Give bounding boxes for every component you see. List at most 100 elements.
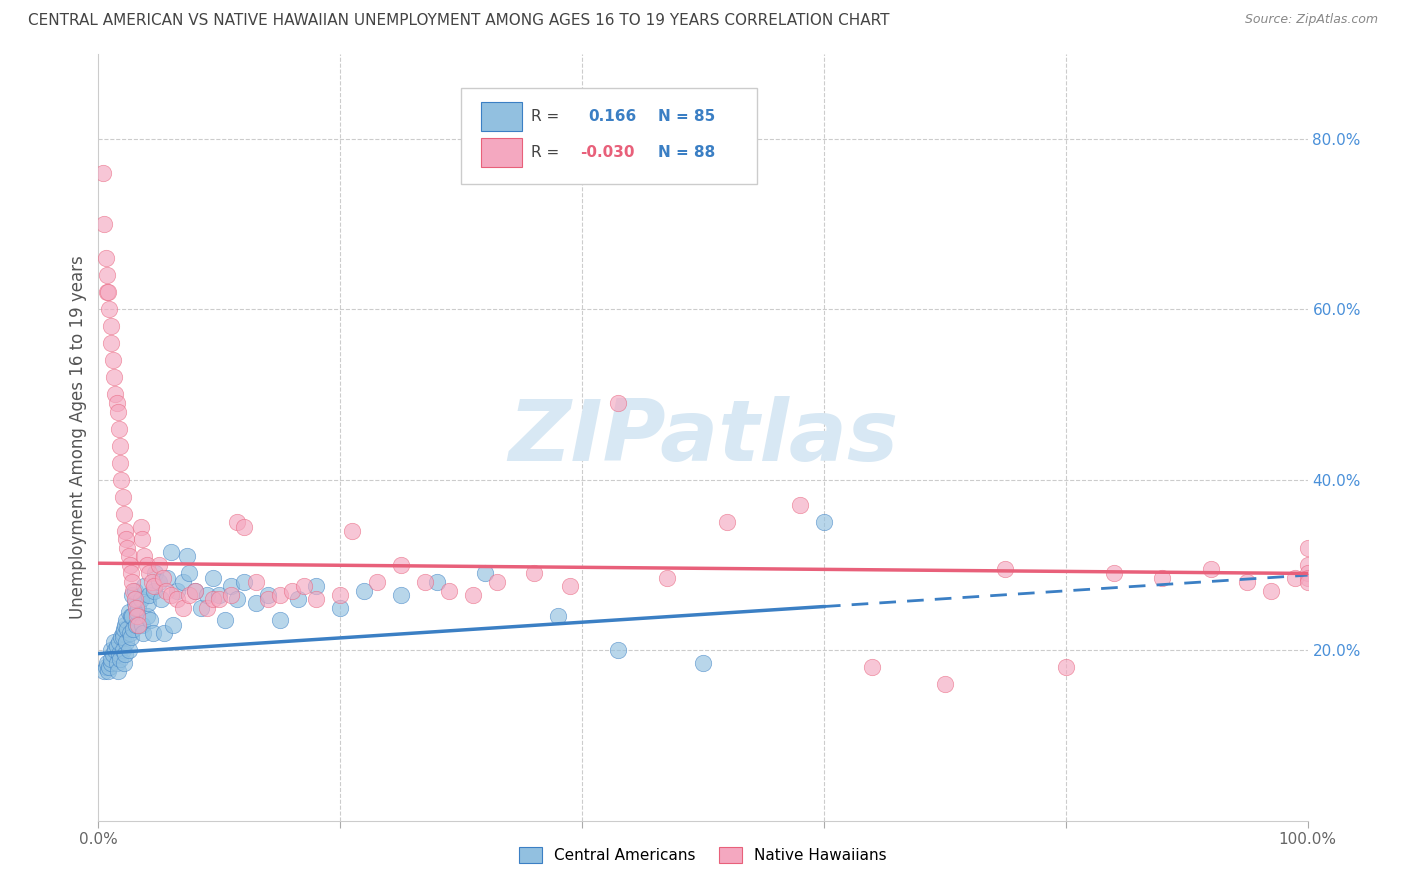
Point: [110, 473, 132, 487]
Point: [108, 648, 131, 662]
Point: [156, 571, 179, 585]
Point: [143, 579, 166, 593]
Point: [94, 660, 117, 674]
Point: [150, 592, 173, 607]
Point: [136, 596, 159, 610]
Point: [129, 592, 152, 607]
Point: [118, 558, 141, 572]
Point: [1296, 541, 1319, 555]
Point: [184, 583, 207, 598]
Point: [125, 617, 148, 632]
Point: [111, 626, 134, 640]
Y-axis label: Unemployment Among Ages 16 to 19 years: Unemployment Among Ages 16 to 19 years: [69, 255, 87, 619]
Point: [305, 592, 328, 607]
Text: CENTRAL AMERICAN VS NATIVE HAWAIIAN UNEMPLOYMENT AMONG AGES 16 TO 19 YEARS CORRE: CENTRAL AMERICAN VS NATIVE HAWAIIAN UNEM…: [28, 13, 890, 29]
Point: [97, 665, 120, 679]
Point: [1296, 571, 1319, 585]
Point: [120, 566, 142, 581]
Point: [129, 519, 152, 533]
Point: [208, 592, 231, 607]
Point: [195, 588, 218, 602]
Point: [607, 396, 630, 410]
Point: [179, 588, 201, 602]
Point: [486, 574, 509, 589]
Point: [716, 516, 738, 530]
Point: [104, 643, 127, 657]
Point: [305, 579, 328, 593]
Point: [108, 651, 131, 665]
Point: [162, 617, 184, 632]
Point: [1102, 566, 1125, 581]
Point: [122, 583, 145, 598]
Point: [148, 574, 170, 589]
Point: [118, 605, 141, 619]
Point: [166, 592, 188, 607]
Point: [110, 631, 132, 645]
Point: [108, 456, 131, 470]
Point: [655, 571, 678, 585]
Point: [134, 579, 156, 593]
Point: [190, 600, 212, 615]
Point: [547, 609, 569, 624]
Point: [232, 574, 254, 589]
Point: [994, 562, 1017, 576]
Point: [1284, 571, 1306, 585]
Point: [1296, 566, 1319, 581]
Point: [1236, 574, 1258, 589]
Point: [115, 613, 138, 627]
Point: [813, 516, 835, 530]
Point: [221, 588, 243, 602]
Point: [607, 643, 630, 657]
Point: [292, 579, 315, 593]
Point: [172, 574, 194, 589]
Point: [152, 571, 174, 585]
Point: [135, 558, 157, 572]
Point: [195, 600, 218, 615]
FancyBboxPatch shape: [461, 88, 758, 184]
Point: [111, 490, 134, 504]
Point: [111, 631, 134, 645]
Point: [232, 519, 254, 533]
Point: [558, 579, 581, 593]
Point: [120, 609, 142, 624]
Point: [329, 600, 352, 615]
Point: [184, 583, 207, 598]
Point: [934, 677, 956, 691]
Point: [141, 574, 163, 589]
Point: [148, 558, 170, 572]
Point: [120, 631, 142, 645]
Point: [131, 617, 153, 632]
Text: R =: R =: [531, 109, 560, 124]
Point: [138, 566, 160, 581]
Point: [256, 588, 278, 602]
Text: Source: ZipAtlas.com: Source: ZipAtlas.com: [1244, 13, 1378, 27]
Point: [179, 566, 201, 581]
Point: [124, 592, 146, 607]
Point: [112, 656, 135, 670]
Point: [202, 592, 225, 607]
Point: [105, 396, 128, 410]
Point: [107, 404, 129, 418]
Point: [118, 549, 141, 564]
Point: [134, 549, 156, 564]
Point: [98, 660, 121, 674]
Text: -0.030: -0.030: [579, 145, 634, 160]
Point: [413, 574, 436, 589]
FancyBboxPatch shape: [481, 102, 522, 131]
Point: [1152, 571, 1174, 585]
Point: [245, 596, 267, 610]
Point: [98, 302, 121, 317]
Point: [155, 583, 177, 598]
Point: [127, 600, 149, 615]
Text: R =: R =: [531, 145, 560, 160]
Point: [1296, 558, 1319, 572]
Point: [269, 588, 291, 602]
Point: [143, 583, 166, 598]
Point: [101, 648, 124, 662]
Point: [114, 617, 136, 632]
Text: ZIPatlas: ZIPatlas: [508, 395, 898, 479]
Point: [269, 613, 291, 627]
Point: [287, 592, 309, 607]
Point: [117, 541, 139, 555]
Point: [353, 583, 375, 598]
